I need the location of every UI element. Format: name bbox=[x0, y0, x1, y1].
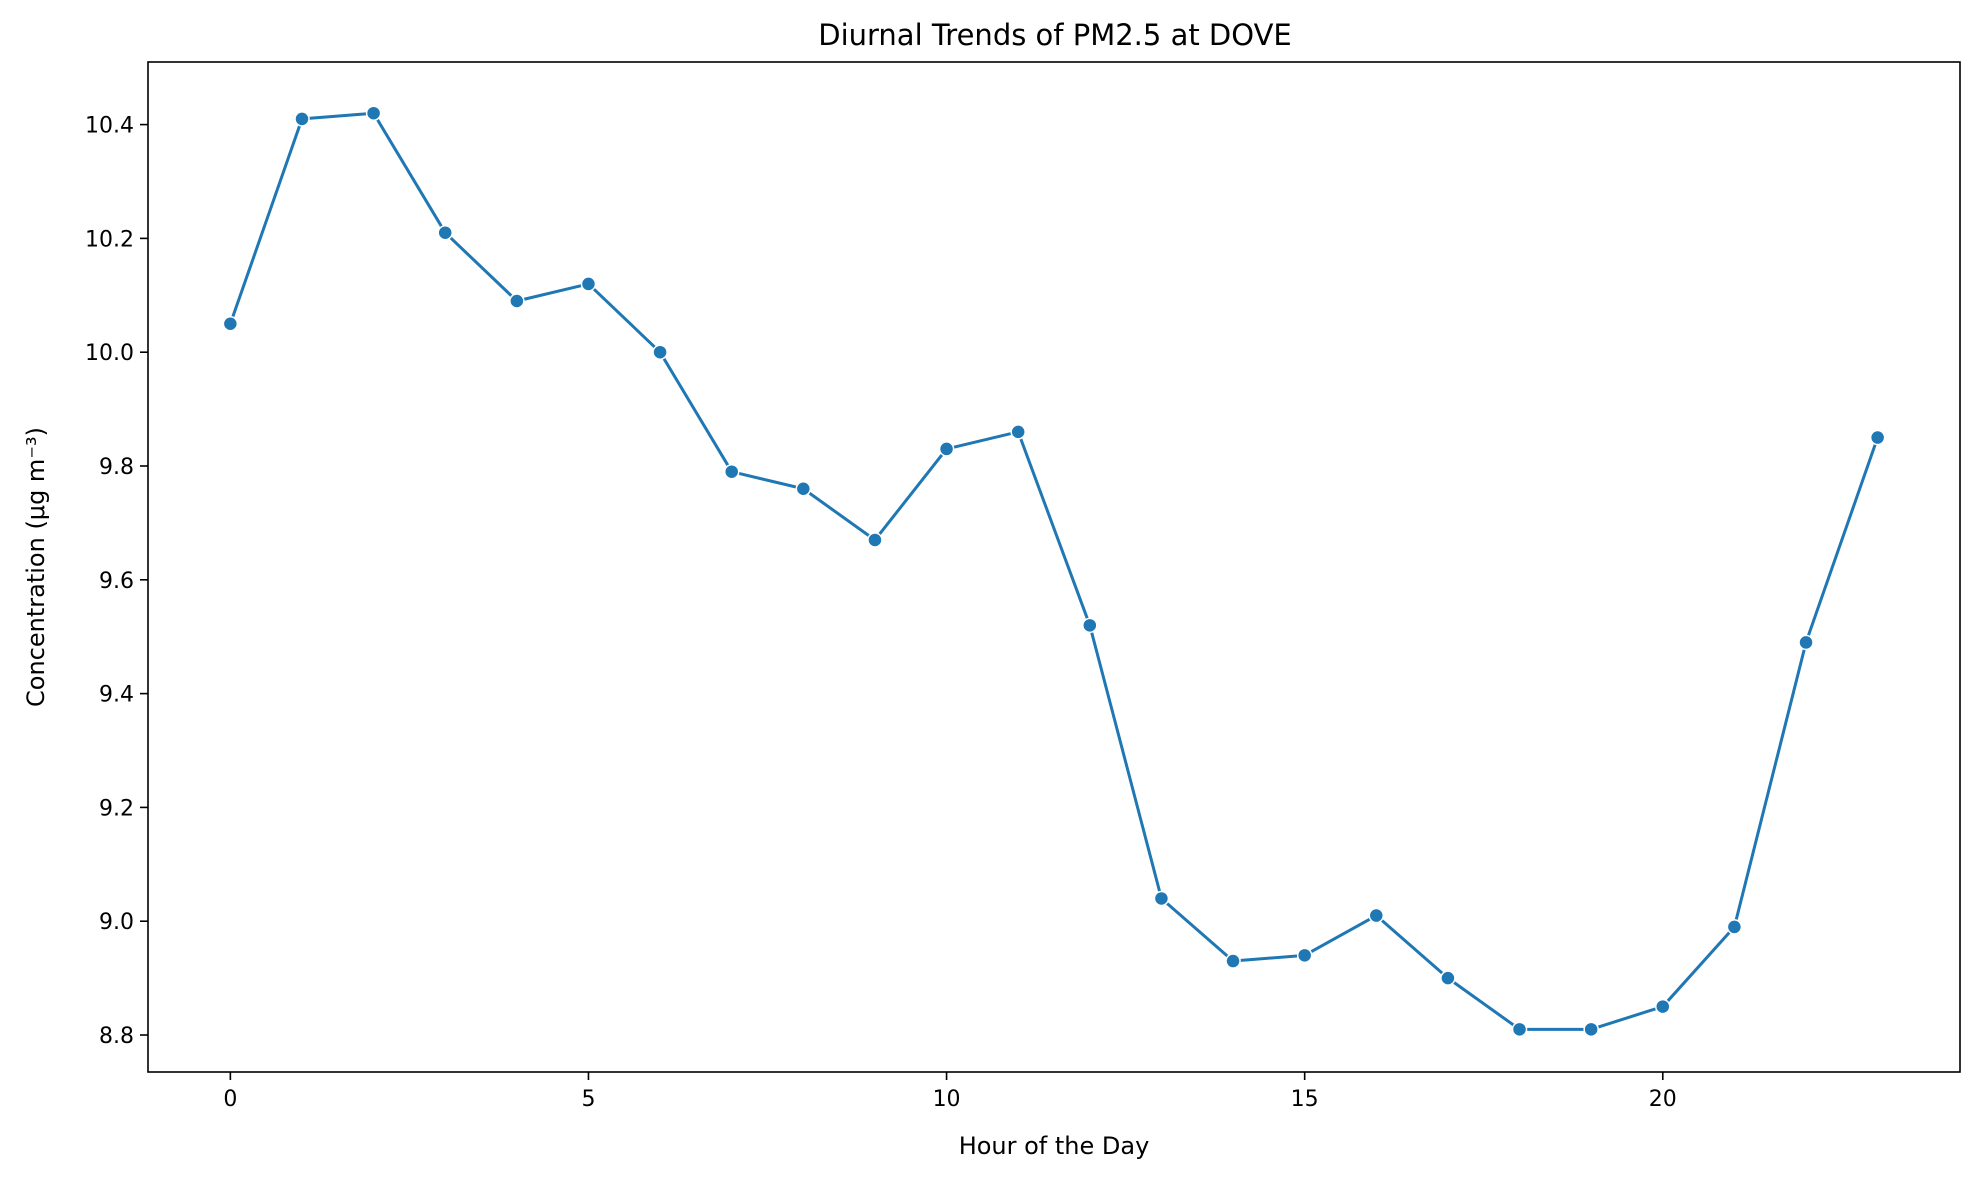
x-axis-label: Hour of the Day bbox=[959, 1132, 1150, 1160]
y-tick-label: 9.6 bbox=[99, 569, 134, 594]
series-line bbox=[228, 111, 1880, 1031]
data-point bbox=[1010, 424, 1026, 440]
data-point bbox=[509, 293, 525, 309]
x-tick-label: 0 bbox=[223, 1087, 237, 1112]
y-tick-label: 10.0 bbox=[85, 341, 134, 366]
plot-frame bbox=[147, 61, 1961, 1073]
data-point bbox=[938, 441, 955, 457]
data-point bbox=[1655, 998, 1671, 1015]
data-point bbox=[652, 344, 668, 360]
y-tick-label: 9.4 bbox=[99, 683, 134, 708]
x-tick-label: 5 bbox=[581, 1087, 595, 1112]
data-point bbox=[1869, 429, 1886, 446]
data-point bbox=[365, 105, 382, 121]
y-axis: 8.8 9.0 9.2 9.4 9.6 9.8 10.0 10.2 10.4 bbox=[85, 114, 148, 1049]
y-tick-label: 9.2 bbox=[99, 796, 134, 821]
data-point bbox=[1082, 617, 1098, 634]
data-point bbox=[1225, 953, 1241, 969]
data-point bbox=[222, 315, 239, 332]
data-point bbox=[1368, 907, 1385, 924]
chart-title: Diurnal Trends of PM2.5 at DOVE bbox=[818, 18, 1292, 52]
x-tick-label: 15 bbox=[1291, 1087, 1319, 1112]
data-point bbox=[1798, 634, 1814, 651]
data-point bbox=[867, 532, 883, 548]
y-tick-label: 9.8 bbox=[99, 455, 134, 480]
data-point bbox=[1440, 970, 1456, 986]
data-point bbox=[795, 481, 812, 497]
x-axis: 0 5 10 15 20 bbox=[223, 1072, 1677, 1112]
y-tick-label: 9.0 bbox=[99, 910, 134, 935]
data-point bbox=[723, 463, 740, 480]
y-tick-label: 8.8 bbox=[99, 1024, 134, 1049]
data-point bbox=[580, 276, 597, 292]
data-point bbox=[294, 111, 310, 127]
x-tick-label: 10 bbox=[933, 1087, 961, 1112]
y-tick-label: 10.4 bbox=[85, 114, 134, 139]
data-point bbox=[1153, 890, 1170, 907]
data-point bbox=[1296, 947, 1313, 964]
x-tick-label: 20 bbox=[1649, 1087, 1677, 1112]
plot-area bbox=[222, 105, 1886, 1038]
y-tick-label: 10.2 bbox=[85, 227, 134, 252]
data-point bbox=[1726, 919, 1743, 935]
y-axis-label: Concentration (μg m⁻³) bbox=[22, 427, 50, 707]
data-point bbox=[437, 224, 453, 241]
data-point bbox=[1583, 1021, 1599, 1038]
data-point bbox=[1511, 1021, 1528, 1038]
